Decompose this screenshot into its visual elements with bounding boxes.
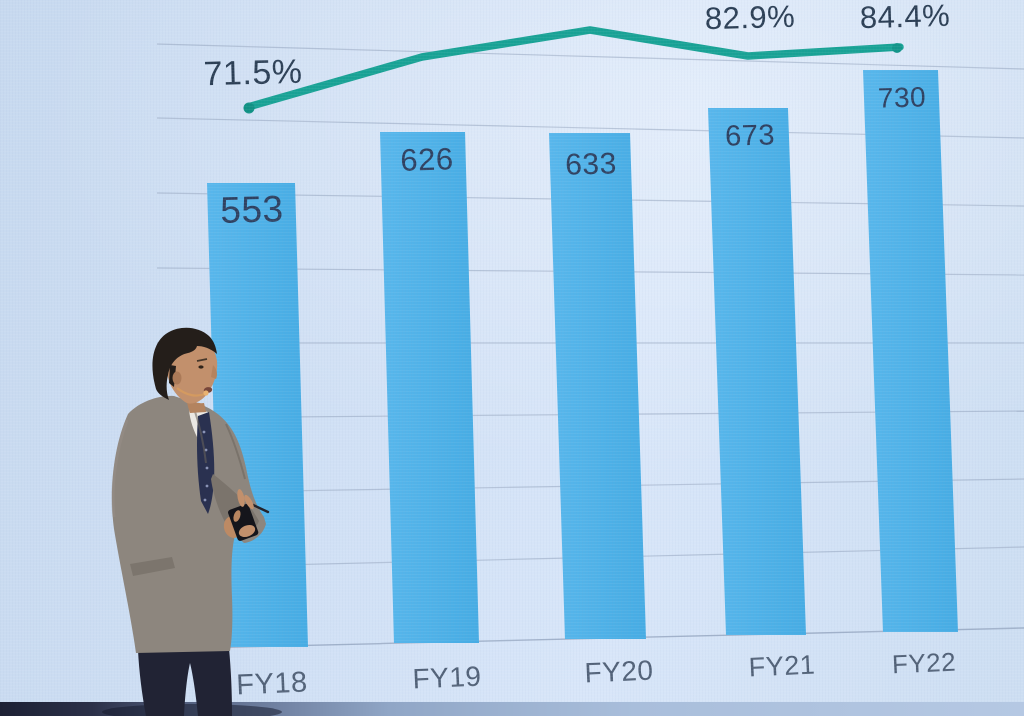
eye — [198, 365, 204, 369]
bar-value-label-fy18: 553 — [220, 188, 284, 231]
bar-value-label-fy19: 626 — [400, 141, 454, 177]
category-label-fy18: FY18 — [236, 666, 309, 701]
presenter-suit-jacket — [111, 395, 266, 653]
trend-line-start-point — [243, 102, 255, 114]
presenter-trousers — [138, 648, 232, 716]
trend-line-end-point — [892, 43, 902, 53]
category-label-fy21: FY21 — [748, 650, 816, 683]
presenter-hair — [152, 327, 217, 400]
percent-label-fy21: 82.9% — [704, 0, 795, 36]
category-label-fy22: FY22 — [891, 647, 956, 680]
thumb — [233, 510, 241, 522]
bar-fy22 — [863, 70, 958, 632]
percent-label-fy18: 71.5% — [203, 53, 303, 94]
jacket-pocket-flap — [130, 557, 175, 576]
category-label-fy20: FY20 — [584, 655, 654, 689]
bar-value-labels: 553 626 633 673 730 — [220, 81, 927, 230]
headset-mic-boom — [176, 387, 206, 397]
finger-raised-1 — [237, 489, 245, 507]
finger-raised-2 — [244, 494, 254, 510]
headset-mic-tip — [203, 390, 209, 396]
front-hand-grip — [238, 524, 256, 538]
category-label-fy19: FY19 — [412, 661, 482, 695]
gridline — [156, 43, 1024, 70]
bar-fy19 — [380, 132, 479, 643]
percent-label-fy22: 84.4% — [859, 0, 950, 35]
stylus — [249, 502, 270, 514]
nose-shading — [211, 365, 217, 379]
category-labels: FY18 FY19 FY20 FY21 FY22 — [236, 647, 957, 702]
bar-fy20 — [549, 133, 646, 639]
ear — [172, 371, 182, 385]
bar-value-label-fy21: 673 — [725, 119, 776, 152]
eyebrow — [196, 358, 208, 362]
trend-line — [244, 26, 904, 111]
bar-value-label-fy22: 730 — [878, 81, 927, 113]
trend-line-group: 71.5% 82.9% 84.4% — [203, 0, 951, 114]
bar-fy21 — [708, 108, 806, 635]
jacket-back-highlight — [111, 419, 129, 518]
presenter-shadow — [102, 704, 282, 716]
bar-value-label-fy20: 633 — [565, 147, 617, 181]
